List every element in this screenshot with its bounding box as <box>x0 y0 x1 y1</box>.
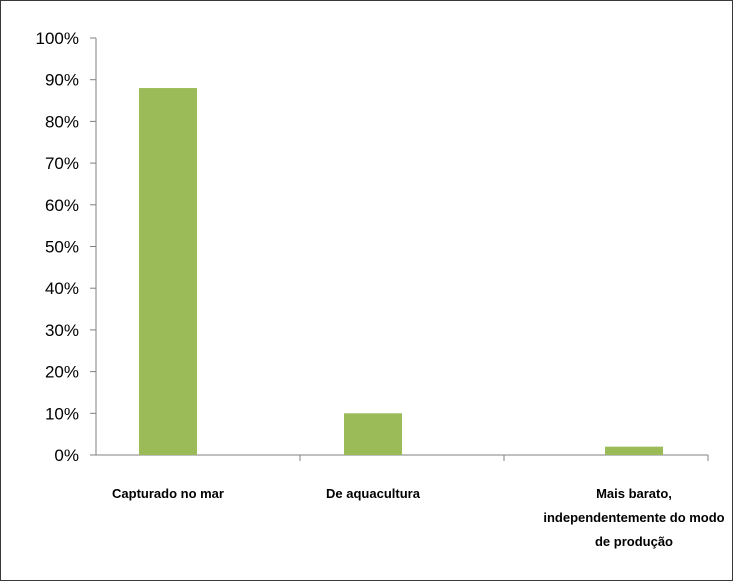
bar <box>605 446 663 455</box>
x-category-label: De aquacultura <box>326 486 421 501</box>
x-category-label: Mais barato, independentemente do modo de … <box>543 486 724 549</box>
y-tick-label: 0% <box>54 446 79 465</box>
y-tick-label: 50% <box>45 238 79 257</box>
y-tick-label: 10% <box>45 404 79 423</box>
y-tick-label: 40% <box>45 279 79 298</box>
chart-bars <box>139 88 663 455</box>
y-tick-label: 80% <box>45 112 79 131</box>
y-tick-label: 90% <box>45 71 79 90</box>
y-tick-label: 30% <box>45 321 79 340</box>
x-category-label: Capturado no mar <box>112 486 224 501</box>
chart-labels: 0% 10% 20% 30% 40% 50% 60% 70% 80% 90% 100% Captura… <box>36 29 725 549</box>
y-tick-label: 20% <box>45 363 79 382</box>
bar <box>139 88 197 455</box>
bar <box>344 413 402 455</box>
y-tick-label: 60% <box>45 196 79 215</box>
y-tick-label: 100% <box>36 29 79 48</box>
y-tick-label: 70% <box>45 154 79 173</box>
